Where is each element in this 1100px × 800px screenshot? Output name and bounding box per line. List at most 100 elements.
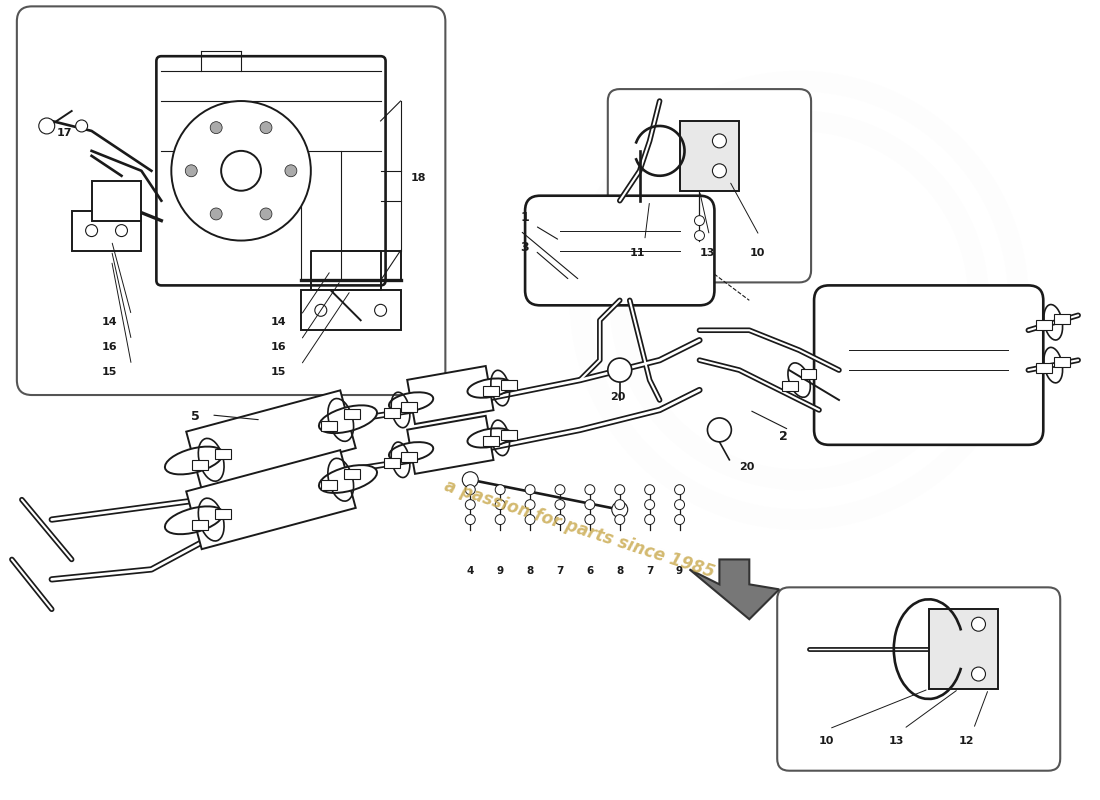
Circle shape [210,122,222,134]
Circle shape [608,358,631,382]
Circle shape [707,418,732,442]
Circle shape [645,500,654,510]
Circle shape [713,134,726,148]
Text: a passion for parts since 1985: a passion for parts since 1985 [442,478,717,582]
Bar [1036,363,1053,374]
Bar [214,509,231,519]
Bar [321,421,338,430]
Circle shape [645,514,654,525]
Bar [321,481,338,490]
Ellipse shape [165,446,223,474]
Text: 14: 14 [271,318,287,327]
Circle shape [645,485,654,494]
Circle shape [76,120,88,132]
Text: 16: 16 [101,342,118,352]
Bar [384,458,399,468]
Circle shape [612,502,628,518]
FancyBboxPatch shape [16,6,446,395]
Circle shape [285,165,297,177]
Bar [680,121,739,190]
Circle shape [585,514,595,525]
Text: 7: 7 [557,566,563,576]
Text: 15: 15 [101,367,117,377]
Ellipse shape [389,392,433,411]
Circle shape [971,667,986,681]
Polygon shape [91,181,142,221]
Text: 6: 6 [586,566,594,576]
Circle shape [694,230,704,241]
Text: 4: 4 [466,566,474,576]
Circle shape [525,500,535,510]
Text: 3: 3 [520,241,529,254]
Circle shape [210,208,222,220]
Text: 9: 9 [676,566,683,576]
FancyBboxPatch shape [156,56,386,286]
Text: 8: 8 [527,566,534,576]
Circle shape [86,225,98,237]
Ellipse shape [165,506,223,534]
Text: 5: 5 [191,410,200,423]
Circle shape [713,164,726,178]
Text: 13: 13 [889,736,904,746]
Circle shape [462,472,478,488]
Text: 17: 17 [57,128,73,138]
Text: 10: 10 [749,247,764,258]
Bar [191,461,208,470]
Bar [500,380,517,390]
Circle shape [674,514,684,525]
Bar [483,436,499,446]
Text: 1: 1 [520,210,529,224]
Text: 2: 2 [779,430,788,443]
Bar [782,382,797,391]
Circle shape [375,304,386,316]
Bar [1036,321,1053,330]
Bar [928,610,999,689]
Text: 18: 18 [410,173,426,182]
Text: 7: 7 [646,566,653,576]
Polygon shape [407,416,494,474]
Circle shape [495,485,505,494]
Bar [483,386,499,396]
Circle shape [674,500,684,510]
Bar [500,430,517,440]
Bar [402,452,417,462]
Circle shape [585,500,595,510]
Bar [402,402,417,412]
Text: 12: 12 [958,736,975,746]
Polygon shape [186,450,355,549]
FancyBboxPatch shape [778,587,1060,770]
Circle shape [674,485,684,494]
Circle shape [495,514,505,525]
Bar [344,469,361,479]
Circle shape [260,122,272,134]
Circle shape [39,118,55,134]
Text: 14: 14 [101,318,118,327]
Circle shape [556,514,565,525]
Ellipse shape [319,406,377,433]
Text: 10: 10 [820,736,835,746]
Circle shape [585,485,595,494]
Text: 16: 16 [271,342,287,352]
Ellipse shape [319,465,377,493]
Polygon shape [186,390,355,490]
Circle shape [615,500,625,510]
Bar [1054,314,1070,324]
FancyBboxPatch shape [525,196,714,306]
Circle shape [185,165,197,177]
FancyBboxPatch shape [608,89,811,282]
Circle shape [172,101,311,241]
Circle shape [495,500,505,510]
Circle shape [556,500,565,510]
Polygon shape [407,366,494,424]
Text: 8: 8 [616,566,624,576]
Bar [384,408,399,418]
Circle shape [465,514,475,525]
Ellipse shape [468,378,512,398]
Circle shape [694,216,704,226]
Text: 15: 15 [271,367,286,377]
Bar [1054,357,1070,367]
Text: 20: 20 [739,462,755,472]
Circle shape [116,225,128,237]
Circle shape [465,485,475,494]
Bar [214,449,231,459]
